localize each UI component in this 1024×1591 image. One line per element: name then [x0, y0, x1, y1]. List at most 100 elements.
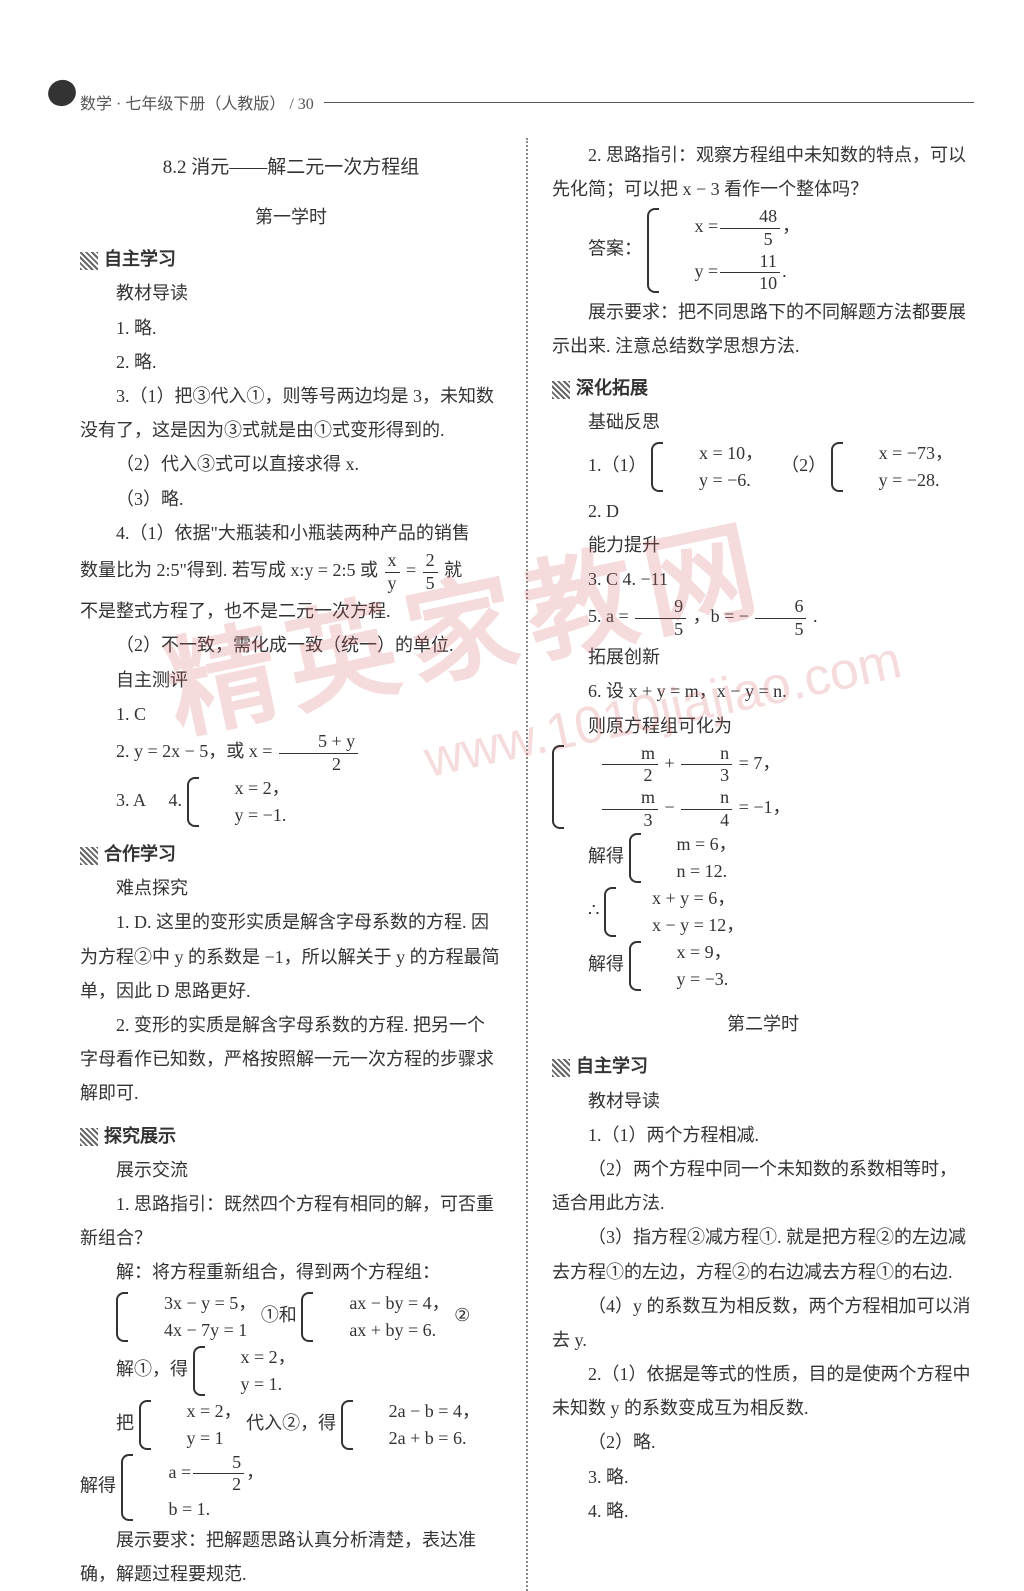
text: 解得	[588, 846, 624, 866]
eq-row: 3x − y = 5，	[128, 1290, 256, 1317]
block-hezuo: 合作学习	[80, 837, 502, 871]
text: （3）略.	[80, 482, 502, 516]
eq-row: m = 6，	[641, 831, 737, 858]
text: 5. a =	[588, 606, 629, 626]
text: 1. 略.	[80, 311, 502, 345]
text: 代入②，得	[246, 1413, 336, 1433]
text: 就	[444, 560, 462, 580]
zizhu-label: 自主学习	[104, 249, 176, 269]
text: 6. 设 x + y = m，x − y = n.	[552, 674, 974, 708]
text: （4）y 的系数互为相反数，两个方程相加可以消去 y.	[552, 1289, 974, 1357]
text: 4.	[169, 790, 183, 810]
eq-row: n = 12.	[641, 858, 737, 885]
tanjiu-label: 探究展示	[104, 1126, 176, 1146]
section-title: 8.2 消元——解二元一次方程组	[80, 150, 502, 186]
fraction: xy	[385, 550, 400, 594]
eq-row: y = −28.	[843, 467, 953, 494]
eq-row: x = 10，	[663, 440, 763, 467]
content-columns: 8.2 消元——解二元一次方程组 第一学时 自主学习 教材导读 1. 略. 2.…	[80, 138, 974, 1591]
frac-den: 3	[681, 765, 732, 787]
equation-system: x =485， y =1110.	[647, 206, 801, 294]
text: x =	[695, 217, 719, 237]
frac-den: 5	[720, 229, 780, 251]
hatch-icon	[80, 252, 98, 270]
hatch-icon	[552, 1059, 570, 1077]
text: 3. C 4. −11	[552, 562, 974, 596]
text: 解：将方程重新组合，得到两个方程组：	[80, 1255, 502, 1289]
text: 3.（1）把③代入①，则等号两边均是 3，未知数没有了，这是因为③式就是由①式变…	[80, 379, 502, 447]
block-zizhu2: 自主学习	[552, 1049, 974, 1083]
text: ∴ x + y = 6， x − y = 12，	[552, 885, 974, 939]
fraction: 5 + y2	[279, 731, 358, 775]
fraction: 485	[720, 206, 780, 250]
text: 展示要求：把不同思路下的不同解题方法都要展示出来. 注意总结数学思想方法.	[552, 295, 974, 363]
equation-system: x = −73， y = −28.	[831, 440, 953, 494]
equation-system: x = 2， y = −1.	[187, 775, 290, 829]
frac-den: 10	[720, 273, 780, 295]
frac-num: m	[602, 743, 658, 766]
eq-row: y = −3.	[641, 966, 732, 993]
left-column: 8.2 消元——解二元一次方程组 第一学时 自主学习 教材导读 1. 略. 2.…	[80, 138, 502, 1591]
eq-row: m3 − n4 = −1，	[564, 787, 790, 831]
page-logo-icon	[44, 76, 79, 110]
frac-num: x	[385, 550, 400, 573]
fraction: 52	[193, 1452, 244, 1496]
zhanshi-label: 展示交流	[80, 1153, 502, 1187]
frac-num: 48	[720, 206, 780, 229]
hatch-icon	[80, 1128, 98, 1146]
eq-row: m2 + n3 = 7，	[564, 743, 790, 787]
eq-row: y = −1.	[199, 802, 290, 829]
eq-row: a =52，	[133, 1452, 265, 1496]
text: 1.（1）两个方程相减.	[552, 1118, 974, 1152]
text: 1. C	[80, 697, 502, 731]
text: 解①，得 x = 2， y = 1.	[80, 1344, 502, 1398]
eq-row: ax + by = 6.	[313, 1317, 449, 1344]
text: 则原方程组可化为 m2 + n3 = 7， m3 − n4 = −1，	[552, 709, 974, 832]
eq-row: y = −6.	[663, 467, 763, 494]
text: y =	[695, 261, 719, 281]
text: 不是整式方程了，也不是二元一次方程.	[80, 594, 502, 628]
equation-system: 2a − b = 4， 2a + b = 6.	[341, 1398, 480, 1452]
block-tanjiu: 探究展示	[80, 1119, 502, 1153]
hatch-icon	[552, 381, 570, 399]
frac-num: n	[681, 787, 732, 810]
zice-label: 自主测评	[80, 663, 502, 697]
frac-den: 2	[279, 754, 358, 776]
frac-den: 3	[602, 810, 658, 832]
text: 数量比为 2:5"得到. 若写成 x:y = 2:5 或	[80, 560, 378, 580]
frac-den: 5	[423, 573, 438, 595]
equation-system: m2 + n3 = 7， m3 − n4 = −1，	[552, 743, 790, 831]
text: 3. A 4. x = 2， y = −1.	[80, 775, 502, 829]
fraction: n4	[681, 787, 732, 831]
hezuo-label: 合作学习	[104, 844, 176, 864]
equation-system: x + y = 6， x − y = 12，	[604, 885, 744, 939]
fraction: n3	[681, 743, 732, 787]
eq-row: 2a − b = 4，	[353, 1398, 480, 1425]
frac-den: 5	[635, 619, 686, 641]
block-shenhua: 深化拓展	[552, 371, 974, 405]
text: 解得 m = 6， n = 12.	[552, 831, 974, 885]
fraction: 95	[635, 596, 686, 640]
text: 3. 略.	[552, 1460, 974, 1494]
header-rule	[324, 102, 974, 103]
eq-row: x =485，	[659, 206, 801, 250]
frac-den: 2	[193, 1474, 244, 1496]
equation-system: a =52， b = 1.	[121, 1452, 265, 1523]
fraction: 65	[755, 596, 806, 640]
header-text: 数学 · 七年级下册（人教版） / 30	[80, 90, 314, 114]
jichu-label: 基础反思	[552, 405, 974, 439]
frac-num: 2	[423, 550, 438, 573]
text: 解①，得	[116, 1359, 188, 1379]
eq-row: y = 1	[151, 1425, 242, 1452]
frac-num: n	[681, 743, 732, 766]
frac-num: 6	[755, 596, 806, 619]
eq-row: 2a + b = 6.	[353, 1425, 480, 1452]
frac-num: 5 + y	[279, 731, 358, 754]
text: （2）	[781, 455, 826, 475]
equation-system: x = 2， y = 1	[139, 1398, 242, 1452]
text: = −1，	[739, 797, 791, 817]
fraction: m3	[602, 787, 658, 831]
text: （2）代入③式可以直接求得 x.	[80, 447, 502, 481]
text: 解得 x = 9， y = −3.	[552, 939, 974, 993]
eq-row: x = 2，	[205, 1344, 296, 1371]
